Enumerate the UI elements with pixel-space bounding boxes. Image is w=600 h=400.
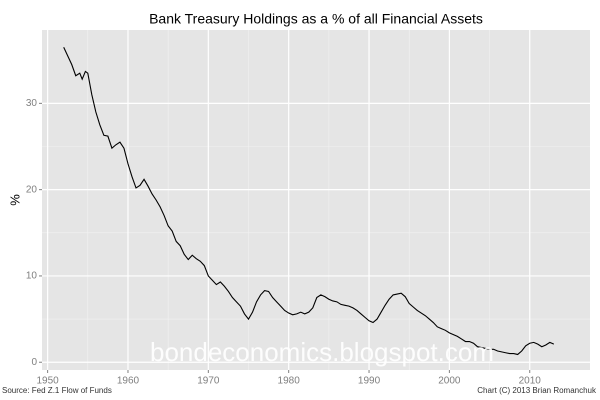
x-tick-label: 1960 xyxy=(117,376,140,387)
y-tick-label: 10 xyxy=(26,271,38,282)
y-tick-label: 20 xyxy=(26,184,38,195)
x-tick-label: 1990 xyxy=(358,376,381,387)
x-tick-label: 2000 xyxy=(438,376,461,387)
source-note: Source: Fed Z.1 Flow of Funds xyxy=(2,386,112,395)
marks xyxy=(63,47,555,356)
credit-note: Chart (C) 2013 Brian Romanchuk xyxy=(477,386,597,395)
x-tick-label: 1970 xyxy=(197,376,220,387)
x-tick-label: 1950 xyxy=(36,376,59,387)
y-tick-label: 30 xyxy=(26,98,38,109)
data-line xyxy=(63,47,555,356)
y-axis-label: % xyxy=(7,194,22,206)
y-tick-label: 0 xyxy=(31,357,37,368)
x-tick-label: 1980 xyxy=(278,376,301,387)
x-tick-label: 2010 xyxy=(519,376,542,387)
chart-title: Bank Treasury Holdings as a % of all Fin… xyxy=(149,11,483,27)
grid xyxy=(42,30,590,370)
watermark: bondeconomics.blogspot.com xyxy=(150,337,494,367)
overlay: bondeconomics.blogspot.com xyxy=(150,337,494,367)
plot-panel xyxy=(42,30,590,370)
